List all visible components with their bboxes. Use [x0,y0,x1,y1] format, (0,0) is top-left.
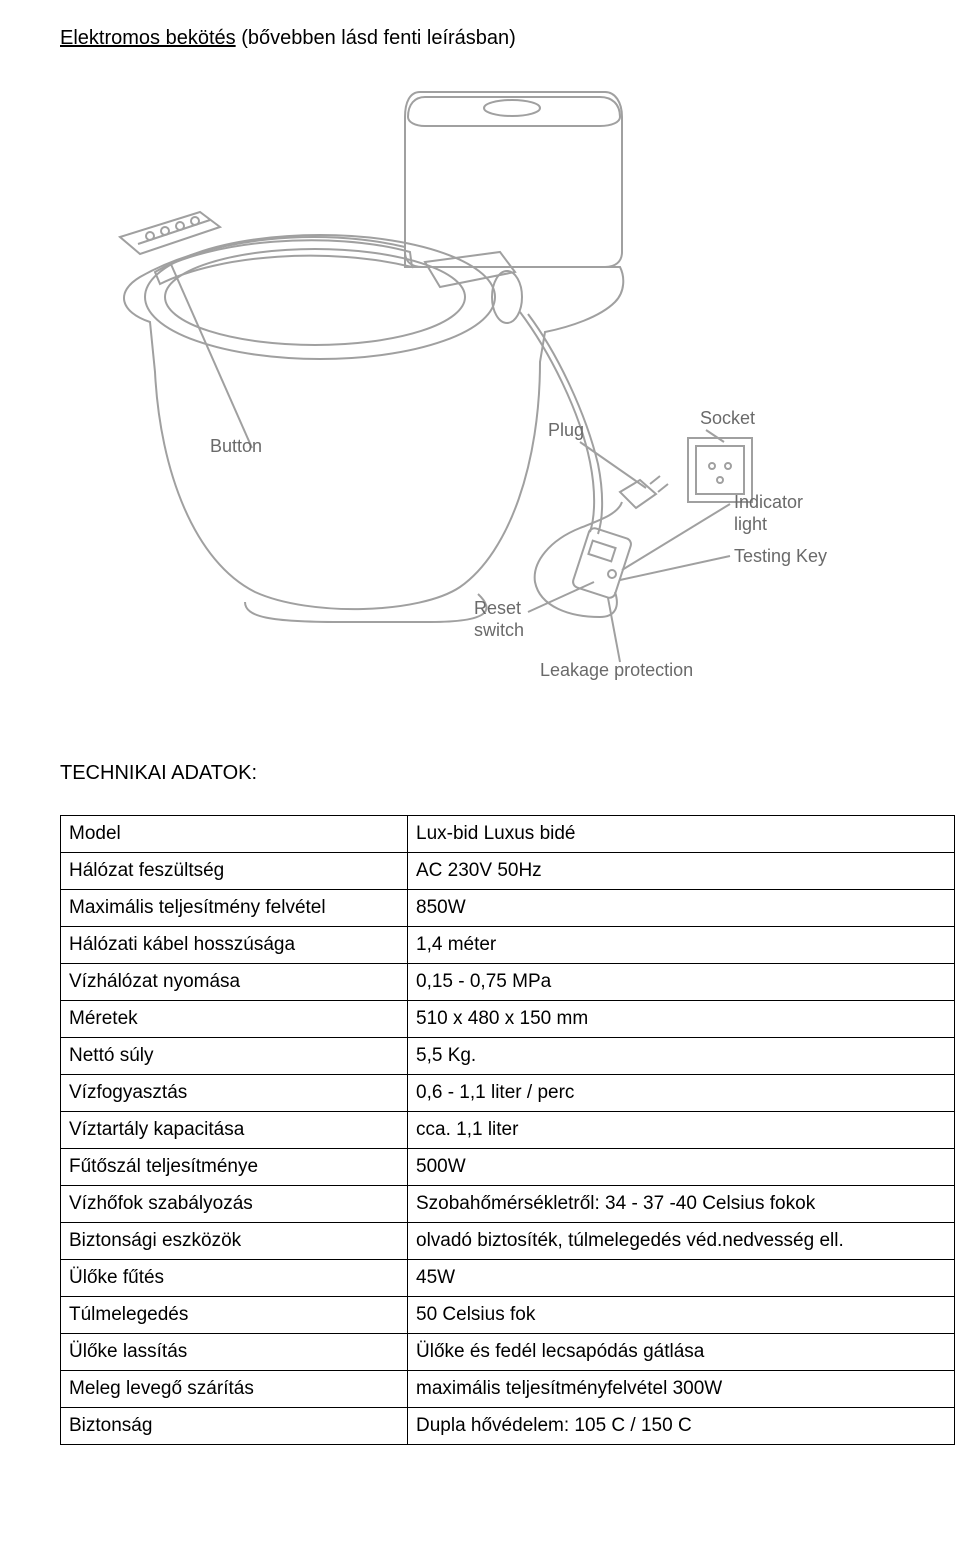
spec-key: Model [61,816,408,853]
table-row: Hálózati kábel hosszúsága1,4 méter [61,927,955,964]
diagram-label-testing-key: Testing Key [734,546,827,567]
table-row: ModelLux-bid Luxus bidé [61,816,955,853]
heading-rest: (bővebben lásd fenti leírásban) [236,27,516,49]
diagram-label-reset1: Reset [474,598,521,619]
table-row: Hálózat feszültségAC 230V 50Hz [61,853,955,890]
spec-value: cca. 1,1 liter [408,1112,955,1149]
spec-value: Dupla hővédelem: 105 C / 150 C [408,1408,955,1445]
spec-key: Maximális teljesítmény felvétel [61,890,408,927]
table-row: Biztonsági eszközökolvadó biztosíték, tú… [61,1223,955,1260]
table-row: Maximális teljesítmény felvétel850W [61,890,955,927]
spec-value: 45W [408,1260,955,1297]
spec-key: Vízhőfok szabályozás [61,1186,408,1223]
page: Elektromos bekötés (bővebben lásd fenti … [0,0,960,1562]
table-row: Fűtőszál teljesítménye500W [61,1149,955,1186]
spec-value: 5,5 Kg. [408,1038,955,1075]
spec-key: Ülőke fűtés [61,1260,408,1297]
table-row: Ülőke fűtés45W [61,1260,955,1297]
heading-underlined: Elektromos bekötés [60,27,236,49]
spec-key: Vízfogyasztás [61,1075,408,1112]
spec-value: 510 x 480 x 150 mm [408,1001,955,1038]
spec-key: Hálózati kábel hosszúsága [61,927,408,964]
diagram-label-leakage: Leakage protection [540,660,693,681]
spec-key: Meleg levegő szárítás [61,1371,408,1408]
spec-key: Túlmelegedés [61,1297,408,1334]
table-row: Vízhálózat nyomása0,15 - 0,75 MPa [61,964,955,1001]
spec-key: Nettó súly [61,1038,408,1075]
spec-value: 500W [408,1149,955,1186]
table-row: Túlmelegedés50 Celsius fok [61,1297,955,1334]
spec-value: 0,6 - 1,1 liter / perc [408,1075,955,1112]
table-row: Vízhőfok szabályozásSzobahőmérsékletről:… [61,1186,955,1223]
spec-value: olvadó biztosíték, túlmelegedés véd.nedv… [408,1223,955,1260]
table-row: Vízfogyasztás0,6 - 1,1 liter / perc [61,1075,955,1112]
spec-value: maximális teljesítményfelvétel 300W [408,1371,955,1408]
diagram-label-indicator: Indicator [734,492,803,513]
spec-key: Ülőke lassítás [61,1334,408,1371]
spec-value: 50 Celsius fok [408,1297,955,1334]
table-row: Méretek510 x 480 x 150 mm [61,1001,955,1038]
spec-key: Fűtőszál teljesítménye [61,1149,408,1186]
spec-key: Vízhálózat nyomása [61,964,408,1001]
diagram-label-button: Button [210,436,262,457]
spec-value: AC 230V 50Hz [408,853,955,890]
wiring-diagram: Button Plug Socket Indicator light Testi… [60,62,840,702]
spec-value: Lux-bid Luxus bidé [408,816,955,853]
spec-key: Biztonsági eszközök [61,1223,408,1260]
spec-value: 1,4 méter [408,927,955,964]
diagram-label-indicator2: light [734,514,767,535]
section-title: TECHNIKAI ADATOK: [60,762,920,785]
diagram-label-reset2: switch [474,620,524,641]
spec-key: Biztonság [61,1408,408,1445]
spec-value: 0,15 - 0,75 MPa [408,964,955,1001]
spec-key: Hálózat feszültség [61,853,408,890]
table-row: BiztonságDupla hővédelem: 105 C / 150 C [61,1408,955,1445]
diagram-label-plug: Plug [548,420,584,441]
spec-value: Ülőke és fedél lecsapódás gátlása [408,1334,955,1371]
table-row: Nettó súly5,5 Kg. [61,1038,955,1075]
table-row: Ülőke lassításÜlőke és fedél lecsapódás … [61,1334,955,1371]
spec-value: 850W [408,890,955,927]
spec-table: ModelLux-bid Luxus bidéHálózat feszültsé… [60,815,955,1445]
diagram-label-socket: Socket [700,408,755,429]
toilet-diagram-icon [60,62,840,702]
spec-key: Méretek [61,1001,408,1038]
page-heading: Elektromos bekötés (bővebben lásd fenti … [60,24,920,52]
table-row: Víztartály kapacitásacca. 1,1 liter [61,1112,955,1149]
spec-key: Víztartály kapacitása [61,1112,408,1149]
spec-value: Szobahőmérsékletről: 34 - 37 -40 Celsius… [408,1186,955,1223]
table-row: Meleg levegő szárításmaximális teljesítm… [61,1371,955,1408]
